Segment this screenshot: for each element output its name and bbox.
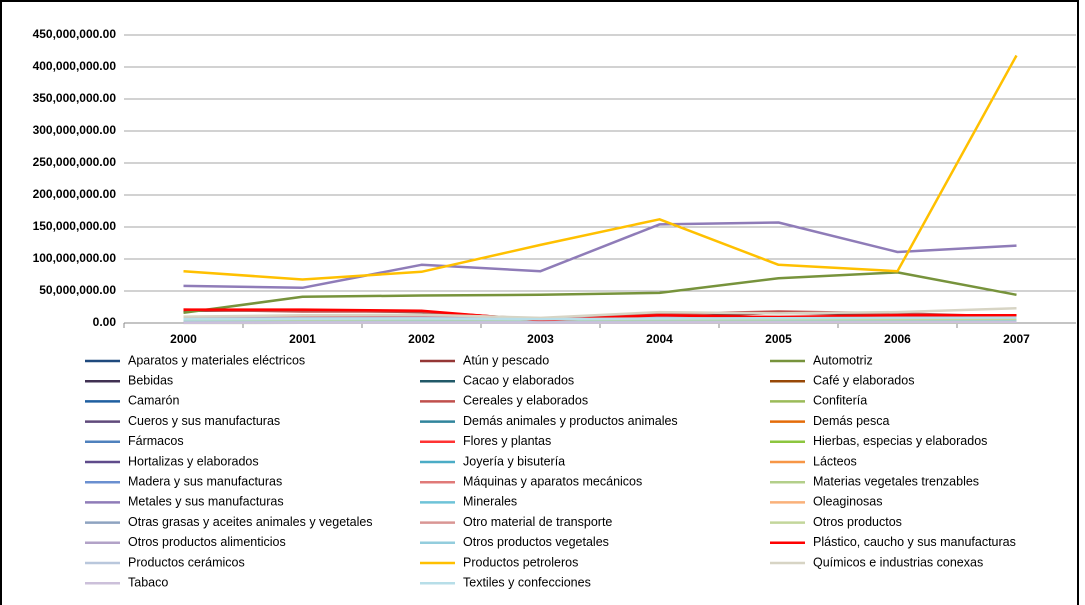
legend-label: Plástico, caucho y sus manufacturas (813, 535, 1016, 549)
series-line (183, 316, 1017, 321)
series-line (183, 271, 1017, 315)
y-tick-label: 400,000,000.00 (33, 59, 117, 73)
legend-label: Tabaco (128, 575, 168, 589)
legend-label: Demás animales y productos animales (463, 414, 678, 428)
legend-label: Flores y plantas (463, 434, 551, 448)
legend-label: Madera y sus manufacturas (128, 474, 282, 488)
legend-label: Camarón (128, 394, 179, 408)
y-tick-label: 50,000,000.00 (39, 283, 116, 297)
legend-label: Automotriz (813, 353, 873, 367)
y-tick-label: 450,000,000.00 (33, 27, 117, 41)
legend-label: Cacao y elaborados (463, 373, 574, 387)
legend-label: Máquinas y aparatos mecánicos (463, 474, 642, 488)
legend-label: Fármacos (128, 434, 184, 448)
y-tick-label: 300,000,000.00 (33, 123, 117, 137)
legend-label: Otros productos vegetales (463, 535, 609, 549)
legend-label: Hierbas, especias y elaborados (813, 434, 987, 448)
legend-label: Atún y pescado (463, 353, 549, 367)
legend-label: Otras grasas y aceites animales y vegeta… (128, 515, 373, 529)
legend-label: Productos cerámicos (128, 555, 245, 569)
y-tick-label: 100,000,000.00 (33, 251, 117, 265)
legend-label: Otros productos (813, 515, 902, 529)
x-tick-label: 2000 (170, 332, 197, 346)
y-tick-label: 0.00 (93, 315, 117, 329)
legend-label: Bebidas (128, 373, 173, 387)
y-tick-label: 350,000,000.00 (33, 91, 117, 105)
legend-label: Minerales (463, 495, 517, 509)
series-line (183, 307, 1017, 320)
x-tick-label: 2006 (884, 332, 911, 346)
legend-label: Lácteos (813, 454, 857, 468)
legend-label: Confitería (813, 394, 867, 408)
legend-label: Otro material de transporte (463, 515, 612, 529)
y-tick-label: 200,000,000.00 (33, 187, 117, 201)
series-line (183, 54, 1018, 281)
x-tick-label: 2004 (646, 332, 673, 346)
y-tick-label: 250,000,000.00 (33, 155, 117, 169)
legend-label: Metales y sus manufacturas (128, 495, 284, 509)
x-tick-label: 2003 (527, 332, 554, 346)
series-line (183, 221, 1017, 290)
legend-label: Aparatos y materiales eléctricos (128, 353, 305, 367)
x-tick-label: 2001 (289, 332, 316, 346)
legend-label: Textiles y confecciones (463, 575, 591, 589)
legend-label: Hortalizas y elaborados (128, 454, 259, 468)
legend-label: Productos petroleros (463, 555, 578, 569)
y-tick-label: 150,000,000.00 (33, 219, 117, 233)
legend-label: Cueros y sus manufacturas (128, 414, 280, 428)
legend-label: Oleaginosas (813, 495, 883, 509)
legend-label: Cereales y elaborados (463, 394, 588, 408)
legend-label: Químicos e industrias conexas (813, 555, 983, 569)
x-tick-label: 2002 (408, 332, 435, 346)
legend-label: Joyería y bisutería (463, 454, 565, 468)
legend-label: Demás pesca (813, 414, 889, 428)
legend-label: Materias vegetales trenzables (813, 474, 979, 488)
legend-label: Café y elaborados (813, 373, 914, 387)
x-tick-label: 2005 (765, 332, 792, 346)
x-tick-label: 2007 (1003, 332, 1030, 346)
legend-label: Otros productos alimenticios (128, 535, 286, 549)
